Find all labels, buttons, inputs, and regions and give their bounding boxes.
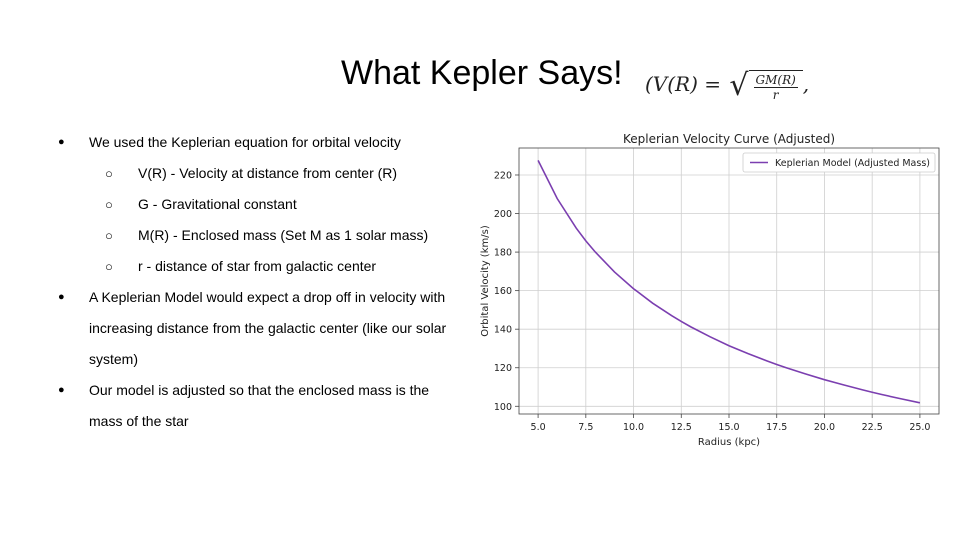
x-tick-label: 12.5 [671, 422, 692, 433]
x-grid [537, 148, 921, 414]
sub-bullet-item: ○ V(R) - Velocity at distance from center… [56, 158, 466, 189]
x-tick-label: 25.0 [909, 422, 930, 433]
bullet-text: increasing distance from the galactic ce… [89, 320, 447, 336]
formula-denominator: r [772, 87, 779, 102]
sub-bullet-item: ○ r - distance of star from galactic cent… [56, 251, 466, 282]
series-group [537, 159, 921, 404]
bullet-text: M(R) - Enclosed mass (Set M as 1 solar m… [138, 227, 429, 243]
y-tick-label: 180 [494, 248, 512, 259]
y-tick-label: 140 [494, 325, 512, 336]
x-tick-label: 5.0 [531, 422, 546, 433]
bullet-text: V(R) - Velocity at distance from center … [138, 165, 398, 181]
bullet-text: mass of the star [89, 413, 189, 429]
sub-bullet-item: ○ M(R) - Enclosed mass (Set M as 1 solar … [56, 220, 466, 251]
series-line-keplerian-model [537, 159, 921, 404]
x-axis-label: Radius (kpc) [698, 437, 760, 448]
bullet-text: system) [89, 351, 138, 367]
x-tick-label: 17.5 [766, 422, 787, 433]
y-tick-label: 120 [494, 363, 512, 374]
bullet-item: mass of the star [56, 406, 466, 437]
keplerian-velocity-chart: Keplerian Velocity Curve (Adjusted) 5.0 7… [480, 132, 940, 448]
bullet-text: A Keplerian Model would expect a drop of… [89, 289, 446, 305]
velocity-formula: (V(R) = √ GM(R) r, [645, 68, 809, 103]
bullet-item: increasing distance from the galactic ce… [56, 313, 466, 344]
formula-fraction: GM(R) r [753, 72, 798, 102]
x-ticks: 5.0 7.5 10.0 12.5 15.0 17.5 20.0 22.5 25.0 [531, 414, 930, 433]
bullet-text: Our model is adjusted so that the enclos… [89, 382, 430, 398]
y-axis-label: Orbital Velocity (km/s) [480, 225, 491, 337]
y-tick-label: 100 [494, 402, 512, 413]
bullet-text: We used the Keplerian equation for orbit… [89, 134, 401, 150]
formula-numerator: GM(R) [753, 72, 798, 88]
x-tick-label: 10.0 [623, 422, 644, 433]
bullet-dot-icon: ● [58, 136, 65, 148]
legend-label: Keplerian Model (Adjusted Mass) [775, 158, 930, 169]
x-tick-label: 15.0 [718, 422, 739, 433]
chart-title: Keplerian Velocity Curve (Adjusted) [623, 132, 835, 146]
bullet-circle-icon: ○ [105, 259, 113, 274]
bullet-text: G - Gravitational constant [138, 196, 297, 212]
bullet-circle-icon: ○ [105, 228, 113, 243]
bullet-item: ● Our model is adjusted so that the enclo… [56, 375, 466, 406]
legend: Keplerian Model (Adjusted Mass) [742, 152, 936, 173]
sub-bullet-item: ○ G - Gravitational constant [56, 189, 466, 220]
y-tick-label: 160 [494, 286, 512, 297]
bullet-item: ● A Keplerian Model would expect a drop o… [56, 282, 466, 313]
y-ticks: 100 120 140 160 180 200 220 [494, 170, 519, 413]
x-tick-label: 20.0 [814, 422, 835, 433]
y-grid [519, 174, 939, 407]
bullet-dot-icon: ● [58, 384, 65, 396]
formula-lhs: (V(R) = [645, 72, 722, 96]
y-tick-label: 220 [494, 170, 512, 181]
bullet-dot-icon: ● [58, 291, 65, 303]
legend-box [742, 152, 936, 173]
x-tick-label: 7.5 [578, 422, 593, 433]
bullet-circle-icon: ○ [105, 166, 113, 181]
formula-root: GM(R) r [748, 69, 803, 102]
y-tick-label: 200 [494, 209, 512, 220]
formula-trail: , [802, 72, 810, 96]
bullet-item: ● We used the Keplerian equation for orbi… [56, 127, 466, 158]
bullet-list: ● We used the Keplerian equation for orbi… [56, 127, 466, 437]
bullet-circle-icon: ○ [105, 197, 113, 212]
slide-title: What Kepler Says! [341, 54, 623, 92]
x-tick-label: 22.5 [862, 422, 883, 433]
bullet-text: r - distance of star from galactic cente… [138, 258, 377, 274]
bullet-item: system) [56, 344, 466, 375]
radical-sign: √ [729, 68, 749, 103]
